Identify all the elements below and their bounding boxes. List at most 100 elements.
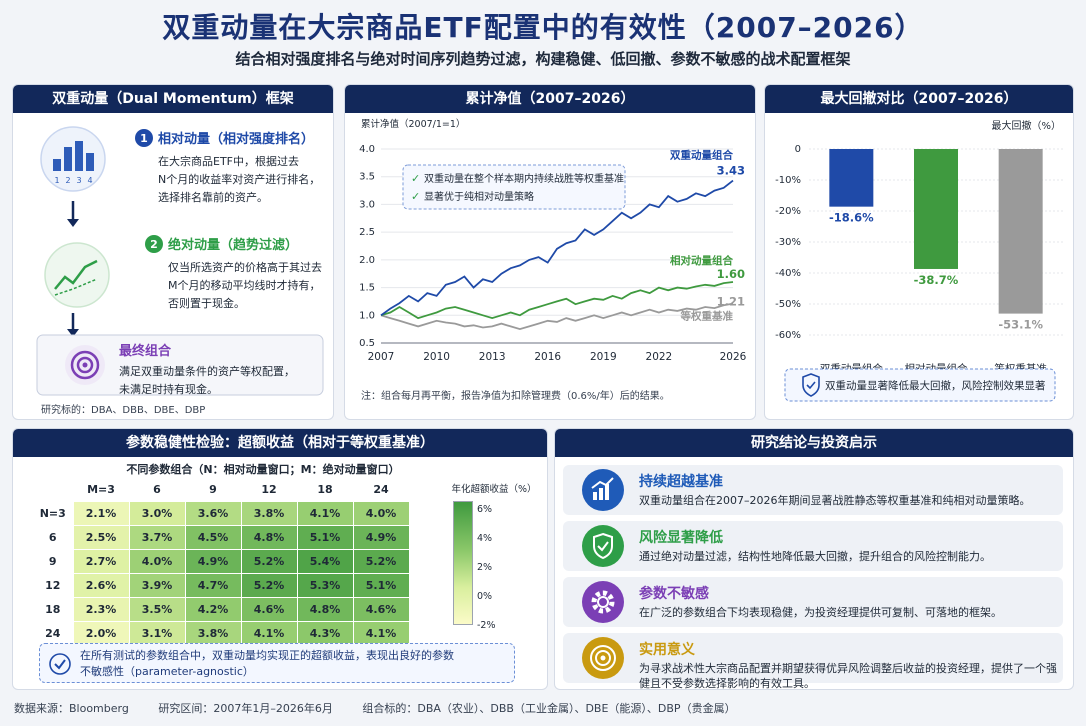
heatmap-row-label: N=3 — [39, 506, 66, 520]
conclusion-title: 风险显著降低 — [639, 530, 723, 546]
heatmap-col-label: 9 — [209, 483, 217, 497]
conclusion-desc: 双重动量组合在2007–2026年期间显著战胜静态等权重基准和纯相对动量策略。 — [639, 494, 1031, 507]
research-targets: 研究标的：DBA、DBB、DBE、DBP — [41, 403, 205, 416]
heatmap-cell: 4.0% — [128, 548, 186, 574]
series-name-label: 等权重基准 — [680, 310, 734, 323]
heatmap-col-label: 12 — [261, 483, 277, 497]
series-line — [380, 302, 734, 331]
ranking-icon — [40, 126, 106, 192]
drawdown-panel-title: 最大回撤对比（2007–2026） — [765, 85, 1073, 113]
y-tick-label: -20% — [775, 206, 801, 217]
y-tick-label: 3.0 — [359, 199, 375, 210]
heatmap-table: M=3 6 9 12 18 24 N=3 2.1% 3.0% 3.6% 3.8% 4.1% 4.0% 6… — [33, 479, 410, 646]
series-line — [380, 281, 734, 320]
drawdown-bar-chart: 最大回撤（%） 0 -10% -20% -30% -40% -50% -60% -18.6%… — [775, 119, 1063, 402]
heatmap-cell: 5.1% — [352, 572, 410, 598]
heatmap-cell: 4.2% — [184, 596, 242, 622]
colorbar-label: 年化超额收益（%） — [451, 484, 537, 495]
heatmap-cell: 5.2% — [352, 548, 410, 574]
heatmap-cell: 5.2% — [240, 548, 298, 574]
conclusion-desc: 在广泛的参数组合下均表现稳健，为投资经理提供可复制、可落地的框架。 — [639, 606, 1002, 619]
conclusion-desc: 通过绝对动量过滤，结构性地降低最大回撤，提升组合的风险控制能力。 — [639, 550, 991, 563]
colorbar-ticks: 6% 4% 2% 0% -2% — [477, 495, 496, 640]
framework-panel-title: 双重动量（Dual Momentum）框架 — [13, 85, 333, 113]
heatmap-cell: 4.7% — [184, 572, 242, 598]
colorbar-tick: 6% — [477, 504, 493, 515]
conclusion-desc: 为寻求战术性大宗商品配置并期望获得优异风险调整后收益的投资经理，提供了一个强健且… — [639, 662, 1057, 690]
footer-assets: 组合标的：DBA（农业）、DBB（工业金属）、DBE（能源）、DBP（贵金属） — [362, 702, 736, 715]
colorbar-tick: 0% — [477, 591, 493, 602]
heatmap-cell: 4.5% — [184, 524, 242, 550]
colorbar-tick: 2% — [477, 562, 493, 573]
heatmap-cell: 5.2% — [240, 572, 298, 598]
trend-icon — [44, 242, 110, 308]
y-tick-label: -30% — [775, 237, 801, 248]
y-tick-label: 2.5 — [359, 227, 375, 238]
heatmap-note-line2: 不敏感性（parameter-agnostic） — [80, 665, 254, 678]
conclusion-title: 参数不敏感 — [639, 586, 709, 602]
y-tick-label: 3.5 — [359, 172, 375, 183]
x-tick-label: 2007 — [368, 351, 395, 363]
heatmap-row: 9 2.7% 4.0% 4.9% 5.2% 5.4% 5.2% — [33, 548, 410, 574]
dd-y-axis-label: 最大回撤（%） — [991, 119, 1061, 132]
y-tick-label: 0 — [795, 144, 801, 155]
heatmap-cell: 2.7% — [72, 548, 130, 574]
conclusion-item: 参数不敏感 在广泛的参数组合下均表现稳健，为投资经理提供可复制、可落地的框架。 — [563, 577, 1063, 627]
heatmap-cell: 3.6% — [184, 500, 242, 526]
conclusion-item: 风险显著降低 通过绝对动量过滤，结构性地降低最大回撤，提升组合的风险控制能力。 — [563, 521, 1063, 571]
gear-icon — [582, 581, 624, 623]
heatmap-cell: 3.0% — [128, 500, 186, 526]
legend-check-1: ✓ — [411, 172, 420, 185]
step2-number: 2 — [150, 238, 158, 251]
step2-line2: M个月的移动平均线时才持有， — [168, 278, 321, 292]
conclusion-title: 实用意义 — [639, 642, 695, 658]
nav-note: 注：组合每月再平衡，报告净值为扣除管理费（0.6%/年）后的结果。 — [361, 389, 670, 402]
heatmap-cell: 4.8% — [296, 596, 354, 622]
framework-diagram: 1 2 3 4 1 相对动量（相对强度排名） 在大宗商品ETF中，根据过去 N个… — [36, 126, 324, 416]
heatmap-panel: 参数稳健性检验：超额收益（相对于等权重基准） 不同参数组合（N：相对动量窗口；M… — [12, 428, 548, 690]
heatmap-cell: 4.9% — [184, 548, 242, 574]
page-subtitle: 结合相对强度排名与绝对时间序列趋势过滤，构建稳健、低回撤、参数不敏感的战术配置框… — [235, 50, 851, 68]
final-title: 最终组合 — [119, 343, 172, 359]
colorbar-tick: 4% — [477, 533, 493, 544]
dd-note: 双重动量显著降低最大回撤，风险控制效果显著 — [825, 379, 1046, 392]
series-line — [380, 179, 734, 317]
heatmap-row: 18 2.3% 3.5% 4.2% 4.6% 4.8% 4.6% — [33, 596, 410, 622]
nav-panel: 累计净值（2007–2026） 累计净值（2007/1=1） 0.5 1.0 1.5… — [344, 84, 756, 420]
conclusion-item: 持续超越基准 双重动量组合在2007–2026年期间显著战胜静态等权重基准和纯相… — [563, 465, 1063, 515]
heatmap-col-label: M=3 — [87, 483, 115, 497]
series-end-value: 1.21 — [717, 295, 745, 309]
heatmap-cell: 3.9% — [128, 572, 186, 598]
drawdown-bar — [829, 149, 874, 207]
heatmap-cell: 2.3% — [72, 596, 130, 622]
heatmap-cell: 4.3% — [296, 620, 354, 646]
x-tick-label: 2013 — [479, 351, 506, 363]
heatmap-cell: 3.8% — [184, 620, 242, 646]
x-tick-label: 2022 — [646, 351, 673, 363]
check-shield-icon — [49, 653, 71, 675]
heatmap-cell: 4.0% — [352, 500, 410, 526]
series-end-value: 1.60 — [717, 267, 745, 281]
nav-legend-2: 显著优于纯相对动量策略 — [424, 190, 534, 203]
heatmap-row: 24 2.0% 3.1% 3.8% 4.1% 4.3% 4.1% — [33, 620, 410, 646]
drawdown-bar — [998, 149, 1043, 314]
shield-check-icon — [582, 525, 624, 567]
heatmap-note-box: 在所有测试的参数组合中，双重动量均实现正的超额收益，表现出良好的参数 不敏感性（… — [39, 643, 515, 683]
step1-line3: 选择排名靠前的资产。 — [158, 190, 268, 204]
series-name-label: 相对动量组合 — [670, 254, 733, 267]
footer: 数据来源：Bloomberg 研究区间：2007年1月–2026年6月 组合标的… — [14, 700, 762, 716]
heatmap-panel-title: 参数稳健性检验：超额收益（相对于等权重基准） — [13, 429, 547, 457]
y-tick-label: -50% — [775, 299, 801, 310]
heatmap-col-label: 6 — [153, 483, 161, 497]
rank-tick-4: 4 — [87, 176, 92, 185]
legend-check-2: ✓ — [411, 190, 420, 203]
target-icon — [582, 637, 624, 679]
footer-source: 数据来源：Bloomberg — [14, 702, 129, 715]
heatmap-col-label: 24 — [373, 483, 389, 497]
final-line1: 满足双重动量条件的资产等权配置， — [119, 364, 295, 378]
nav-panel-title: 累计净值（2007–2026） — [345, 85, 755, 113]
final-line2: 未满足时持有现金。 — [119, 382, 218, 396]
drawdown-panel: 最大回撤对比（2007–2026） 最大回撤（%） 0 -10% -20% -30% -… — [764, 84, 1074, 420]
x-tick-label: 2026 — [720, 351, 747, 363]
nav-y-axis-label: 累计净值（2007/1=1） — [361, 118, 465, 130]
